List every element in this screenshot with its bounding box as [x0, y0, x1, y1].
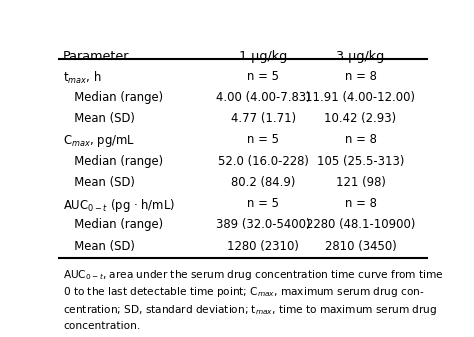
Text: n = 8: n = 8	[345, 197, 376, 210]
Text: 121 (98): 121 (98)	[336, 176, 385, 189]
Text: 11.91 (4.00-12.00): 11.91 (4.00-12.00)	[305, 91, 416, 104]
Text: centration; SD, standard deviation; t$_{max}$, time to maximum serum drug: centration; SD, standard deviation; t$_{…	[63, 303, 437, 317]
Text: n = 8: n = 8	[345, 69, 376, 83]
Text: AUC$_{0-t}$ (pg · h/mL): AUC$_{0-t}$ (pg · h/mL)	[63, 197, 175, 214]
Text: Median (range): Median (range)	[63, 91, 163, 104]
Text: n = 5: n = 5	[247, 197, 279, 210]
Text: t$_{max}$, h: t$_{max}$, h	[63, 69, 101, 86]
Text: 389 (32.0-5400): 389 (32.0-5400)	[216, 218, 310, 232]
Text: concentration.: concentration.	[63, 321, 140, 331]
Text: Mean (SD): Mean (SD)	[63, 176, 135, 189]
Text: n = 8: n = 8	[345, 133, 376, 146]
Text: 2810 (3450): 2810 (3450)	[325, 240, 396, 253]
Text: 10.42 (2.93): 10.42 (2.93)	[324, 112, 397, 125]
Text: C$_{max}$, pg/mL: C$_{max}$, pg/mL	[63, 133, 135, 149]
Text: AUC$_{0-t}$, area under the serum drug concentration time curve from time: AUC$_{0-t}$, area under the serum drug c…	[63, 268, 444, 282]
Text: n = 5: n = 5	[247, 133, 279, 146]
Text: Median (range): Median (range)	[63, 155, 163, 167]
Text: 80.2 (84.9): 80.2 (84.9)	[231, 176, 295, 189]
Text: n = 5: n = 5	[247, 69, 279, 83]
Text: 3 μg/kg: 3 μg/kg	[337, 50, 384, 63]
Text: Mean (SD): Mean (SD)	[63, 112, 135, 125]
Text: 1 μg/kg: 1 μg/kg	[239, 50, 287, 63]
Text: Median (range): Median (range)	[63, 218, 163, 232]
Text: 4.77 (1.71): 4.77 (1.71)	[230, 112, 296, 125]
Text: 105 (25.5-313): 105 (25.5-313)	[317, 155, 404, 167]
Text: 1280 (2310): 1280 (2310)	[227, 240, 299, 253]
Text: 52.0 (16.0-228): 52.0 (16.0-228)	[218, 155, 309, 167]
Text: 0 to the last detectable time point; C$_{max}$, maximum serum drug con-: 0 to the last detectable time point; C$_…	[63, 285, 425, 299]
Text: Mean (SD): Mean (SD)	[63, 240, 135, 253]
Text: Parameter: Parameter	[63, 50, 129, 63]
Text: 4.00 (4.00-7.83): 4.00 (4.00-7.83)	[216, 91, 310, 104]
Text: 2280 (48.1-10900): 2280 (48.1-10900)	[306, 218, 415, 232]
